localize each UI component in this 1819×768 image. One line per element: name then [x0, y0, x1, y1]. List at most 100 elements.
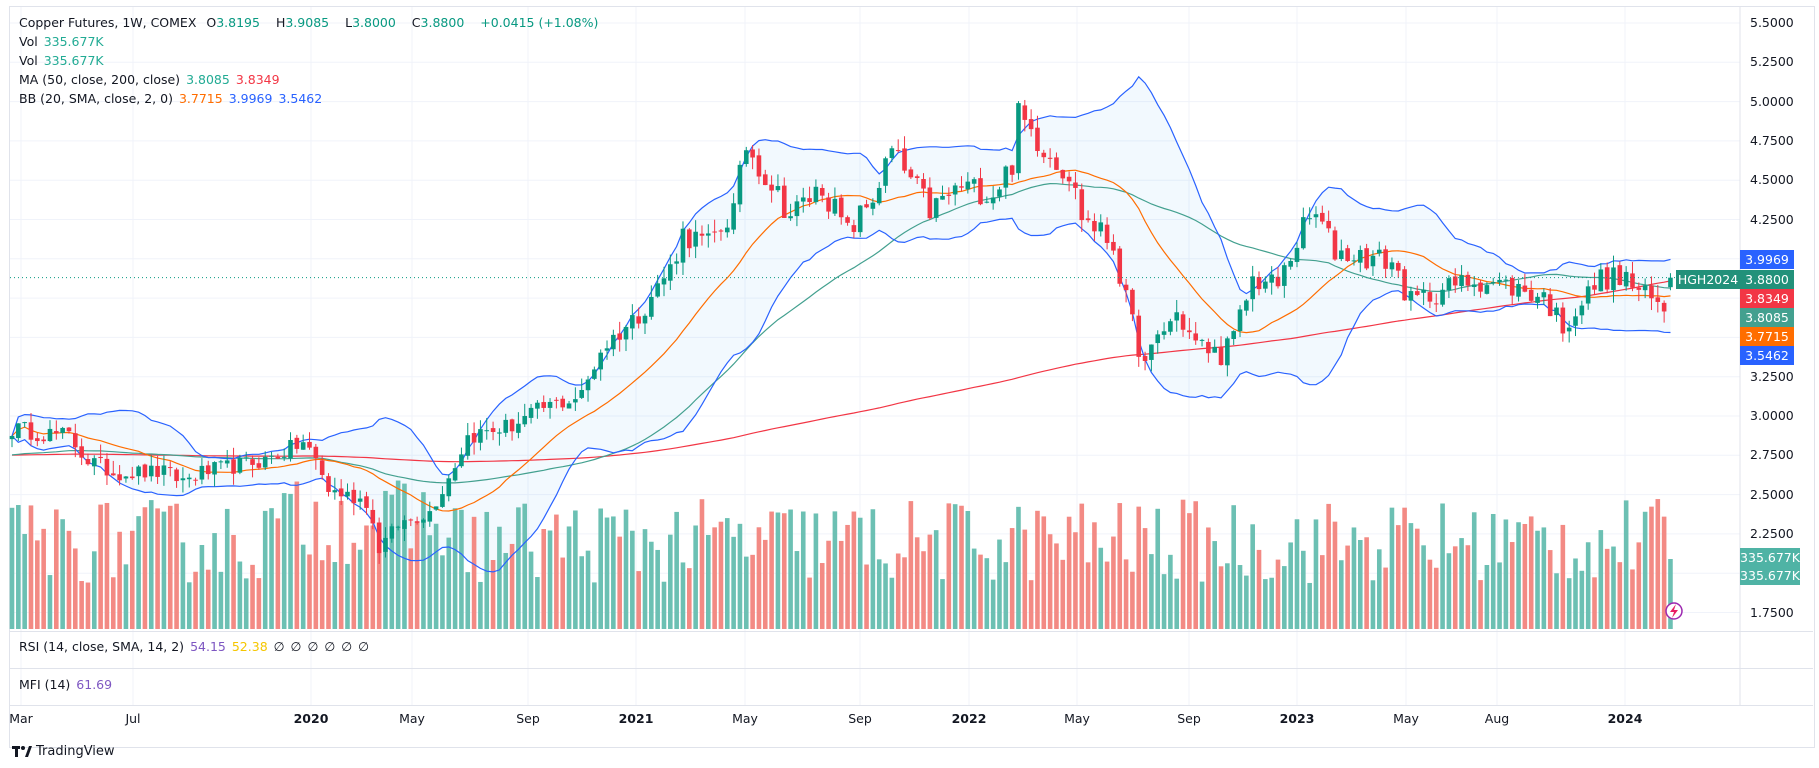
volume-bar [1357, 540, 1363, 629]
volume-bar [1016, 506, 1021, 629]
volume-bar [870, 509, 876, 629]
candle-body [136, 466, 141, 477]
y-tick-label: 4.2500 [1750, 211, 1794, 227]
volume-bar [1199, 581, 1205, 629]
candle-body [883, 158, 888, 186]
volume-bar [1269, 577, 1274, 629]
candle-body [440, 494, 445, 507]
x-tick-label: Jul [125, 711, 141, 726]
volume-bar [965, 510, 971, 629]
volume-bar [1339, 560, 1344, 629]
x-tick-label: May [1064, 711, 1090, 726]
candle-body [712, 231, 717, 233]
volume-bar [1395, 525, 1401, 629]
pane-separator[interactable] [10, 668, 1813, 669]
volume-bar [1402, 507, 1407, 629]
volume-bar [427, 535, 433, 629]
rsi-empty: ∅ [324, 639, 336, 654]
volume-bar [693, 525, 698, 629]
x-tick-label: May [1393, 711, 1419, 726]
volume-bar [1022, 529, 1028, 629]
candle-body [1490, 282, 1496, 284]
volume-bar [1174, 578, 1180, 629]
legend-ma[interactable]: MA (50, close, 200, close) 3.8085 3.8349 [19, 72, 286, 88]
candle-body [1199, 339, 1205, 341]
volume-bar [1376, 549, 1382, 629]
candle-body [1585, 286, 1591, 304]
candle-body [1383, 249, 1388, 269]
candle-body [933, 198, 939, 218]
candle-body [1579, 305, 1585, 316]
legend-vol2[interactable]: Vol 335.677K [19, 53, 110, 69]
volume-bar [541, 528, 547, 629]
candle-body [870, 202, 876, 209]
pane-separator[interactable] [10, 631, 1813, 632]
volume-bar [1598, 530, 1604, 629]
bb-label: BB (20, SMA, close, 2, 0) [19, 91, 173, 106]
candle-body [1193, 333, 1199, 341]
x-tick-label: 2023 [1279, 711, 1315, 726]
volume-bar [1060, 559, 1066, 629]
volume-bar [1275, 559, 1281, 629]
candle-body [1357, 249, 1363, 263]
candle-body [22, 422, 27, 424]
open-value: 3.8195 [216, 15, 260, 30]
legend-mfi[interactable]: MFI (14) 61.69 [19, 677, 118, 693]
volume-bar [851, 511, 857, 629]
volume-bar [687, 568, 692, 629]
candle-body [91, 458, 97, 467]
legend-rsi[interactable]: RSI (14, close, SMA, 14, 2) 54.15 52.38 ∅ ∅ ∅… [19, 639, 375, 655]
symbol-title[interactable]: Copper Futures, 1W, COMEX [19, 15, 197, 30]
candle-body [1566, 327, 1572, 332]
candle-body [1187, 330, 1192, 333]
volume-bar [737, 523, 743, 629]
candle-body [1503, 279, 1509, 281]
candle-body [1054, 157, 1059, 170]
candle-body [1003, 166, 1009, 188]
candle-body [1345, 248, 1350, 261]
volume-bar [1604, 548, 1610, 629]
low-value: 3.8000 [352, 15, 396, 30]
volume-bar [1098, 547, 1104, 629]
candle-body [503, 419, 509, 433]
candle-body [693, 231, 698, 247]
volume-bar [946, 503, 952, 629]
volume-bar [1617, 562, 1623, 629]
volume-bar [807, 577, 812, 629]
candle-body [1642, 285, 1648, 291]
volume-bar [1364, 537, 1369, 629]
volume-bar [1509, 542, 1515, 629]
pane-separator[interactable] [10, 705, 1813, 706]
volume-bar [180, 542, 186, 629]
x-tick-label: Sep [848, 711, 872, 726]
candle-body [54, 431, 59, 434]
candle-body [680, 228, 686, 263]
candle-body [921, 179, 926, 189]
legend-main: Copper Futures, 1W, COMEX O3.8195 H3.908… [19, 15, 604, 31]
volume-bar [1554, 573, 1559, 629]
volume-bar [604, 517, 610, 629]
volume-bar [1301, 550, 1306, 629]
candle-body [560, 398, 566, 408]
y-tick-label: 3.2500 [1750, 368, 1794, 384]
change-value: +0.0415 (+1.08%) [480, 15, 599, 30]
volume-bar [908, 501, 914, 629]
candle-body [1630, 273, 1635, 288]
candle-body [193, 479, 198, 481]
volume-bar [167, 505, 173, 629]
bb-basis-value: 3.7715 [178, 91, 223, 106]
volume-bar [433, 523, 439, 629]
candle-body [1060, 169, 1066, 179]
volume-bar [819, 563, 825, 629]
candle-body [655, 283, 660, 297]
volume-bar [1136, 506, 1142, 629]
candle-body [642, 315, 648, 324]
candle-body [1522, 285, 1528, 292]
candle-body [1541, 292, 1547, 298]
legend-bb[interactable]: BB (20, SMA, close, 2, 0) 3.7715 3.9969 3.5… [19, 91, 328, 107]
volume-bar [838, 540, 844, 629]
candle-body [1554, 307, 1559, 316]
tradingview-logo[interactable]: TradingView [12, 744, 115, 759]
legend-vol1[interactable]: Vol 335.677K [19, 34, 110, 50]
